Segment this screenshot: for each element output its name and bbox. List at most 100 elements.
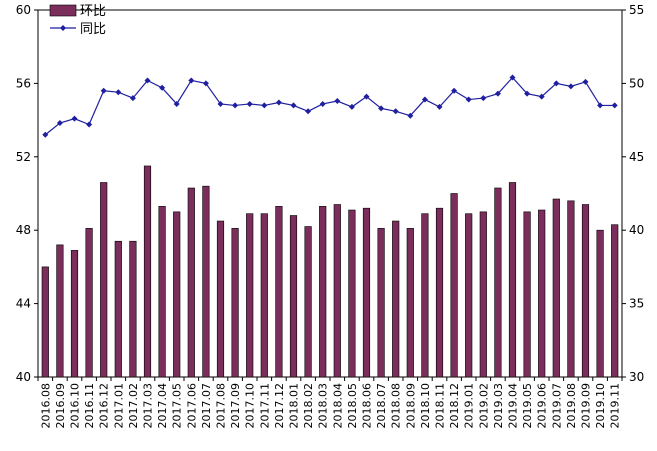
line-point bbox=[173, 100, 180, 107]
line-point bbox=[378, 105, 385, 112]
y-right-tick-label: 40 bbox=[629, 223, 644, 237]
x-tick-label: 2018.11 bbox=[434, 383, 447, 429]
bar bbox=[304, 226, 312, 378]
y-left-tick-label: 48 bbox=[16, 223, 31, 237]
x-tick-label: 2019.03 bbox=[492, 383, 505, 429]
x-tick-label: 2019.01 bbox=[463, 383, 476, 429]
bar bbox=[611, 224, 619, 378]
x-tick-label: 2019.05 bbox=[521, 383, 534, 429]
legend-label-bar: 环比 bbox=[80, 4, 106, 19]
y-left-tick-label: 40 bbox=[16, 370, 31, 384]
line-point bbox=[363, 93, 370, 100]
line-point bbox=[159, 84, 166, 91]
line-point bbox=[275, 99, 282, 106]
bar bbox=[216, 220, 225, 378]
line-point bbox=[451, 87, 458, 94]
bar bbox=[348, 209, 356, 378]
line-point bbox=[115, 89, 122, 96]
bar bbox=[421, 213, 429, 378]
line-point bbox=[509, 74, 516, 81]
y-left-tick-label: 44 bbox=[16, 297, 31, 311]
line-point bbox=[567, 83, 574, 90]
line-point bbox=[538, 93, 545, 100]
bar bbox=[129, 240, 137, 378]
legend-marker-diamond-icon bbox=[60, 25, 66, 31]
bar bbox=[158, 206, 166, 378]
bar bbox=[435, 207, 444, 378]
x-tick-label: 2018.04 bbox=[331, 383, 344, 429]
line-point bbox=[319, 100, 326, 107]
y-right-tick-label: 55 bbox=[629, 3, 644, 17]
bar-series bbox=[41, 165, 619, 378]
x-tick-label: 2019.11 bbox=[609, 383, 622, 429]
line-point bbox=[392, 108, 399, 115]
line-point bbox=[246, 100, 253, 107]
y-right-tick-label: 30 bbox=[629, 370, 644, 384]
legend-label-line: 同比 bbox=[80, 22, 106, 37]
line-point bbox=[421, 96, 428, 103]
x-tick-label: 2017.10 bbox=[244, 383, 257, 429]
x-tick-label: 2019.08 bbox=[565, 383, 578, 429]
x-tick-label: 2019.04 bbox=[507, 383, 520, 429]
x-tick-label: 2017.03 bbox=[142, 383, 155, 429]
legend: 环比 同比 bbox=[49, 4, 106, 37]
y-left-tick-label: 52 bbox=[16, 150, 31, 164]
bar bbox=[552, 198, 560, 378]
x-tick-label: 2017.11 bbox=[258, 383, 271, 429]
bar bbox=[231, 228, 239, 378]
y-left-tick-label: 56 bbox=[16, 76, 31, 90]
bar bbox=[41, 266, 49, 378]
line-point bbox=[436, 103, 443, 110]
y-left-tick-label: 60 bbox=[16, 3, 31, 17]
legend-swatch-bar bbox=[49, 4, 77, 17]
line-point bbox=[86, 121, 93, 128]
x-tick-label: 2018.12 bbox=[448, 383, 461, 429]
x-tick-label: 2017.08 bbox=[215, 383, 228, 429]
x-tick-label: 2018.08 bbox=[390, 383, 403, 429]
line-point bbox=[71, 115, 78, 122]
bar bbox=[450, 193, 458, 378]
line-point bbox=[42, 131, 49, 138]
x-tick-label: 2019.09 bbox=[580, 383, 593, 429]
bar bbox=[523, 211, 531, 378]
bar bbox=[333, 204, 341, 378]
x-tick-label: 2017.02 bbox=[127, 383, 140, 429]
bar bbox=[187, 187, 195, 378]
y-right-tick-label: 35 bbox=[629, 297, 644, 311]
bar bbox=[289, 215, 298, 378]
bar bbox=[508, 182, 517, 378]
x-tick-label: 2018.05 bbox=[346, 383, 359, 429]
line-series bbox=[42, 74, 618, 138]
bar bbox=[479, 211, 487, 378]
x-tick-label: 2017.07 bbox=[200, 383, 213, 429]
line-point bbox=[465, 96, 472, 103]
y-right-tick-label: 45 bbox=[629, 150, 644, 164]
bar bbox=[56, 244, 64, 378]
x-tick-label: 2017.01 bbox=[112, 383, 125, 429]
bar bbox=[246, 213, 254, 378]
bar bbox=[100, 182, 108, 378]
x-tick-label: 2018.06 bbox=[361, 383, 374, 429]
bar bbox=[173, 211, 181, 378]
x-tick-label: 2017.04 bbox=[156, 383, 169, 429]
line-point bbox=[597, 102, 604, 109]
x-tick-label: 2016.12 bbox=[98, 383, 111, 429]
line-point bbox=[202, 80, 209, 87]
line-point bbox=[100, 87, 107, 94]
x-tick-label: 2017.06 bbox=[185, 383, 198, 429]
x-tick-label: 2018.07 bbox=[375, 383, 388, 429]
x-tick-label: 2016.09 bbox=[54, 383, 67, 429]
line-point bbox=[56, 120, 63, 127]
bar bbox=[406, 228, 414, 378]
line-point bbox=[129, 95, 136, 102]
bar bbox=[465, 213, 473, 378]
bar bbox=[202, 185, 210, 378]
line-point bbox=[334, 98, 341, 105]
line-point bbox=[553, 80, 560, 87]
line-point bbox=[582, 78, 589, 85]
line-point bbox=[305, 108, 312, 115]
line-point bbox=[524, 90, 531, 97]
line-point bbox=[480, 95, 487, 102]
